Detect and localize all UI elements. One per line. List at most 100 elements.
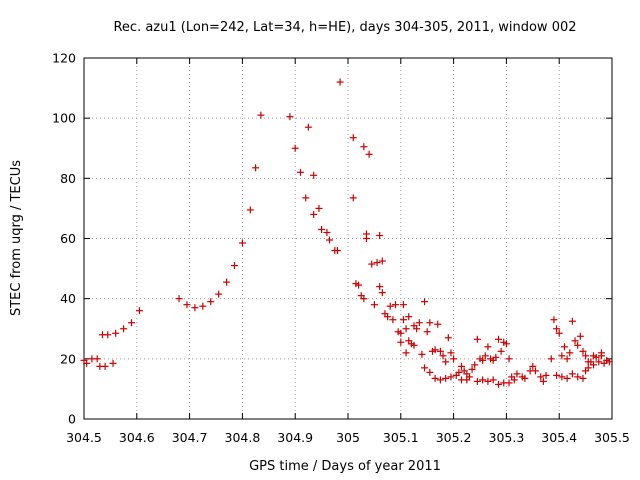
data-point: [365, 150, 373, 158]
data-point: [207, 298, 215, 306]
data-point: [304, 123, 312, 131]
data-point: [558, 373, 566, 381]
data-point: [555, 329, 563, 337]
data-point: [434, 320, 442, 328]
data-point: [336, 78, 344, 86]
x-axis-label: GPS time / Days of year 2011: [249, 459, 441, 474]
y-tick-label: 100: [52, 111, 76, 126]
data-point: [494, 380, 502, 388]
data-point: [386, 302, 394, 310]
data-point: [484, 343, 492, 351]
data-point: [128, 319, 136, 327]
data-point: [447, 373, 455, 381]
data-point: [368, 260, 376, 268]
data-point: [373, 259, 381, 267]
data-point: [439, 352, 447, 360]
data-point: [513, 370, 521, 378]
y-axis-label: STEC from uqrg / TECUs: [9, 160, 24, 316]
data-point: [563, 374, 571, 382]
data-point: [378, 257, 386, 265]
y-tick-label: 20: [60, 351, 76, 366]
data-point: [315, 204, 323, 212]
data-point: [426, 368, 434, 376]
plot-frame: [83, 57, 613, 420]
data-point: [286, 113, 294, 121]
data-point: [450, 355, 458, 363]
data-point: [481, 352, 489, 360]
data-point: [326, 236, 334, 244]
data-point: [505, 355, 513, 363]
data-point: [558, 352, 566, 360]
x-tick-label: 304.5: [66, 430, 102, 445]
data-point: [576, 332, 584, 340]
data-point: [402, 325, 410, 333]
x-tick-label: 304.8: [225, 430, 261, 445]
data-point: [230, 262, 238, 270]
data-point: [471, 361, 479, 369]
data-point: [421, 364, 429, 372]
x-tick-label: 305.3: [489, 430, 525, 445]
x-tick-label: 305.2: [436, 430, 472, 445]
y-tick-label: 80: [60, 171, 76, 186]
data-point: [397, 329, 405, 337]
data-point: [360, 295, 368, 303]
data-point: [444, 334, 452, 342]
data-point: [595, 358, 603, 366]
data-point: [574, 373, 582, 381]
data-point: [257, 111, 265, 119]
axis-ticks: 304.5 304.6 304.7 304.8 304.9 305 305.1 305.2 30…: [52, 51, 630, 446]
data-point: [423, 328, 431, 336]
data-point: [582, 352, 590, 360]
data-point: [447, 349, 455, 357]
data-point: [310, 210, 318, 218]
data-point: [574, 341, 582, 349]
data-point: [323, 228, 331, 236]
data-point: [183, 301, 191, 309]
data-point: [378, 289, 386, 297]
data-point: [252, 164, 260, 172]
data-point: [436, 376, 444, 384]
chart-title: Rec. azu1 (Lon=242, Lat=34, h=HE), days …: [113, 20, 576, 35]
data-point: [302, 194, 310, 202]
data-point: [479, 356, 487, 364]
data-point: [360, 143, 368, 151]
data-point: [568, 317, 576, 325]
data-point: [112, 329, 120, 337]
data-point: [392, 301, 400, 309]
data-point: [473, 377, 481, 385]
data-point: [553, 325, 561, 333]
data-point: [223, 278, 231, 286]
data-point: [553, 371, 561, 379]
data-point: [399, 316, 407, 324]
data-point: [537, 373, 545, 381]
data-point: [489, 376, 497, 384]
data-point: [442, 358, 450, 366]
data-point: [402, 349, 410, 357]
data-points: [80, 78, 613, 388]
data-point: [497, 347, 505, 355]
data-point: [579, 374, 587, 382]
data-point: [199, 302, 207, 310]
data-point: [579, 347, 587, 355]
data-point: [571, 337, 579, 345]
x-tick-label: 305.4: [541, 430, 577, 445]
y-tick-label: 0: [68, 412, 76, 427]
data-point: [542, 371, 550, 379]
x-tick-label: 304.7: [172, 430, 208, 445]
data-point: [101, 362, 109, 370]
x-tick-label: 304.9: [277, 430, 313, 445]
data-point: [405, 313, 413, 321]
y-tick-label: 40: [60, 291, 76, 306]
data-point: [421, 298, 429, 306]
x-tick-label: 304.6: [119, 430, 155, 445]
data-point: [531, 367, 539, 375]
data-point: [415, 319, 423, 327]
data-point: [584, 364, 592, 372]
data-point: [566, 349, 574, 357]
data-point: [389, 316, 397, 324]
data-point: [502, 340, 510, 348]
grid-lines: [84, 58, 612, 419]
data-point: [458, 362, 466, 370]
data-point: [468, 365, 476, 373]
